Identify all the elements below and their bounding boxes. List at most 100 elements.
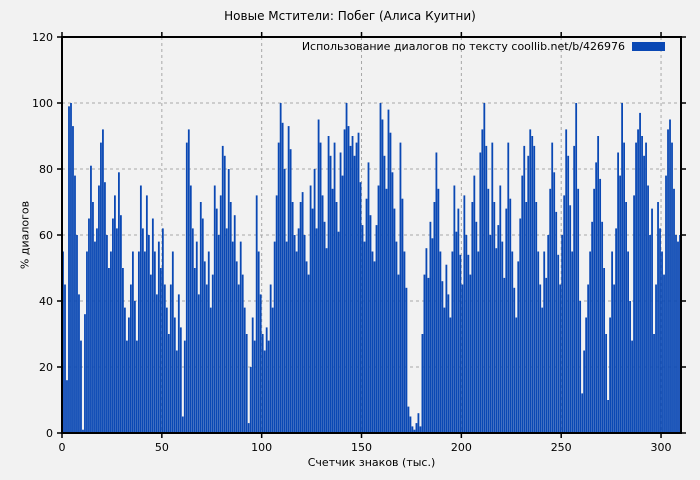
bar — [112, 218, 114, 433]
bar — [511, 251, 514, 433]
bar — [523, 145, 526, 433]
bar — [379, 103, 382, 433]
bar — [191, 228, 194, 433]
y-tick-label: 60 — [39, 229, 53, 242]
bar — [155, 294, 158, 433]
bar — [317, 119, 320, 433]
bar — [553, 172, 556, 434]
bar — [589, 251, 592, 433]
bar — [301, 192, 304, 433]
bar — [153, 251, 156, 433]
bar — [641, 136, 643, 433]
bar — [517, 261, 520, 433]
bar — [549, 188, 552, 433]
bar — [615, 228, 617, 433]
bar — [283, 169, 286, 433]
bar — [265, 327, 268, 433]
bar — [405, 287, 408, 433]
bar — [513, 287, 516, 433]
bar — [72, 126, 74, 433]
bar — [555, 211, 558, 433]
bar — [124, 307, 126, 433]
bar — [241, 274, 244, 433]
bar — [347, 126, 350, 433]
bar — [495, 248, 498, 433]
x-tick-label: 150 — [351, 441, 372, 454]
bar — [439, 251, 442, 433]
bar — [477, 251, 480, 433]
legend: Использование диалогов по тексту coollib… — [302, 40, 665, 53]
bar — [423, 274, 426, 433]
bar — [403, 251, 406, 433]
bar — [291, 202, 294, 433]
bar — [88, 218, 90, 433]
bar — [535, 202, 538, 433]
bar — [311, 208, 314, 433]
x-tick-labels: 0 50 100 150 200 250 300 — [59, 441, 672, 454]
bar — [425, 248, 428, 433]
bar — [455, 231, 458, 433]
bar — [671, 142, 673, 433]
bar — [397, 274, 400, 433]
bar — [575, 103, 578, 433]
y-axis-title: % диалогов — [18, 200, 32, 270]
bar — [621, 103, 623, 433]
bar — [253, 340, 256, 433]
bar — [407, 406, 410, 433]
bar — [499, 185, 502, 433]
bar — [94, 241, 96, 433]
bar — [649, 235, 651, 433]
bar — [663, 274, 665, 433]
x-axis-title: Счетчик знаков (тыс.) — [307, 456, 436, 469]
bar — [327, 136, 330, 433]
bar — [303, 235, 306, 433]
bar — [159, 268, 162, 433]
bar — [587, 284, 590, 433]
bar — [223, 155, 226, 434]
bar — [209, 307, 212, 433]
bar — [80, 340, 82, 433]
bar — [227, 169, 230, 433]
bar — [331, 188, 334, 433]
bar — [509, 198, 512, 433]
bar — [433, 202, 436, 433]
bar — [457, 208, 460, 433]
bar — [269, 284, 272, 433]
bar — [199, 202, 202, 433]
bar — [106, 235, 108, 433]
bar — [419, 426, 422, 433]
bar — [451, 251, 454, 433]
bar — [100, 142, 102, 433]
bar — [183, 340, 186, 433]
bar — [237, 284, 240, 433]
bar — [231, 241, 234, 433]
bar — [519, 218, 522, 433]
bar — [377, 185, 380, 433]
bar — [197, 294, 200, 433]
bar — [259, 294, 262, 433]
bar — [623, 142, 625, 433]
bar — [469, 274, 472, 433]
bar — [157, 241, 160, 433]
bar — [571, 251, 574, 433]
bar — [661, 251, 663, 433]
bar — [135, 340, 138, 433]
bar — [114, 195, 116, 433]
bar — [619, 175, 621, 433]
bar — [395, 241, 398, 433]
bar — [239, 241, 242, 433]
bar — [611, 251, 614, 433]
bar — [515, 317, 518, 433]
bar — [118, 172, 120, 434]
bar — [449, 317, 452, 433]
bar — [529, 129, 532, 433]
bar — [493, 202, 496, 433]
bar — [205, 284, 208, 433]
bar — [297, 228, 300, 433]
bar — [161, 228, 164, 433]
bar — [525, 202, 528, 433]
x-tick-label: 300 — [651, 441, 672, 454]
bar — [293, 235, 296, 433]
bar — [86, 251, 88, 433]
